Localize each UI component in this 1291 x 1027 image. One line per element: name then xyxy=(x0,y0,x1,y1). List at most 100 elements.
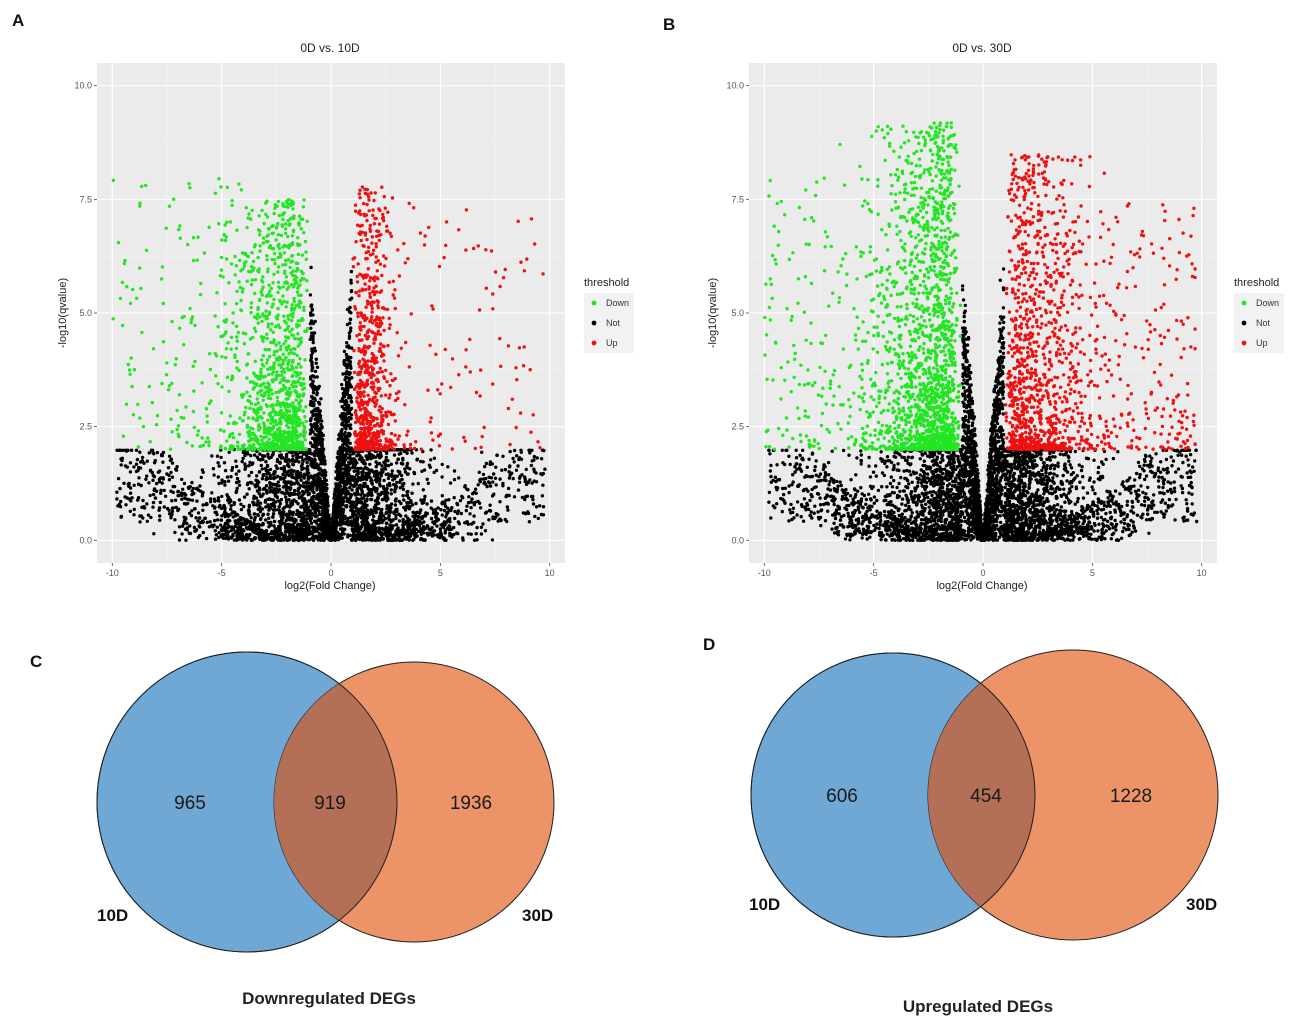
data-point xyxy=(239,502,243,506)
data-point xyxy=(153,458,157,463)
data-point xyxy=(275,225,279,229)
data-point xyxy=(515,454,519,458)
data-point xyxy=(282,429,287,434)
data-point xyxy=(118,296,123,301)
data-point xyxy=(305,288,309,293)
data-point xyxy=(284,305,288,309)
data-point xyxy=(309,428,313,432)
data-point xyxy=(348,496,352,500)
data-point xyxy=(284,488,288,492)
data-point xyxy=(438,527,443,531)
data-point xyxy=(258,249,262,253)
data-point xyxy=(173,530,177,535)
data-point xyxy=(219,518,224,522)
data-point xyxy=(290,502,295,507)
data-point xyxy=(276,313,280,317)
data-point xyxy=(443,504,448,508)
data-point xyxy=(400,529,405,533)
data-point xyxy=(287,493,292,497)
data-point xyxy=(122,481,126,485)
data-point xyxy=(272,503,276,508)
data-point xyxy=(253,515,257,520)
data-point xyxy=(321,485,325,489)
data-point xyxy=(314,427,319,431)
data-point xyxy=(265,404,269,408)
data-point xyxy=(370,538,374,542)
data-point xyxy=(158,514,162,518)
data-point xyxy=(301,537,306,542)
data-point xyxy=(346,469,350,473)
data-point xyxy=(387,528,391,532)
data-point xyxy=(511,476,515,481)
data-point xyxy=(224,355,228,360)
data-point xyxy=(488,484,493,488)
data-point xyxy=(234,324,239,328)
data-point xyxy=(432,529,437,533)
data-point xyxy=(231,532,235,537)
data-point xyxy=(446,510,450,514)
data-point xyxy=(334,518,338,522)
data-point xyxy=(317,483,321,488)
data-point xyxy=(505,505,510,509)
data-point xyxy=(267,412,271,417)
data-point xyxy=(429,499,434,503)
data-point xyxy=(213,510,217,515)
data-point xyxy=(246,216,250,220)
data-point xyxy=(247,464,251,468)
data-point xyxy=(358,483,363,487)
data-point xyxy=(351,484,356,488)
data-point xyxy=(418,508,423,513)
data-point xyxy=(257,406,261,411)
data-point xyxy=(324,478,328,483)
data-point xyxy=(257,267,261,271)
data-point xyxy=(273,471,277,475)
data-point xyxy=(394,484,398,488)
data-point xyxy=(162,505,166,509)
data-point xyxy=(498,500,502,504)
data-point xyxy=(316,495,320,500)
data-point xyxy=(130,384,134,389)
data-point xyxy=(376,474,380,478)
data-point xyxy=(266,358,270,362)
data-point xyxy=(474,491,478,495)
data-point xyxy=(270,231,274,236)
data-point xyxy=(226,498,230,502)
data-point xyxy=(386,476,391,481)
data-point xyxy=(229,335,234,339)
data-point xyxy=(261,421,266,425)
data-point xyxy=(140,455,145,460)
data-point xyxy=(313,511,318,515)
data-point xyxy=(167,478,172,482)
data-point xyxy=(180,477,184,482)
data-point xyxy=(345,435,349,439)
data-point xyxy=(483,464,487,469)
data-point xyxy=(443,501,447,506)
data-point xyxy=(128,301,133,306)
data-point xyxy=(292,538,296,542)
data-point xyxy=(389,488,393,492)
data-point xyxy=(123,464,128,468)
data-point xyxy=(198,533,202,538)
data-point xyxy=(261,492,265,496)
data-point xyxy=(484,461,489,466)
data-point xyxy=(282,468,287,472)
data-point xyxy=(146,513,151,517)
data-point xyxy=(453,509,457,514)
data-point xyxy=(342,472,346,477)
data-point xyxy=(379,513,384,517)
data-point xyxy=(226,530,231,534)
panel-letter-b: B xyxy=(663,15,675,34)
data-point xyxy=(340,404,344,409)
data-point xyxy=(477,470,481,474)
data-point xyxy=(426,481,430,485)
data-point xyxy=(342,349,347,354)
data-point xyxy=(272,524,276,528)
data-point xyxy=(489,476,494,480)
data-point xyxy=(204,440,208,444)
data-point xyxy=(494,465,498,469)
data-point xyxy=(261,512,266,516)
data-point xyxy=(443,528,448,532)
data-point xyxy=(308,321,313,326)
data-point xyxy=(452,469,457,473)
data-point xyxy=(173,518,177,522)
